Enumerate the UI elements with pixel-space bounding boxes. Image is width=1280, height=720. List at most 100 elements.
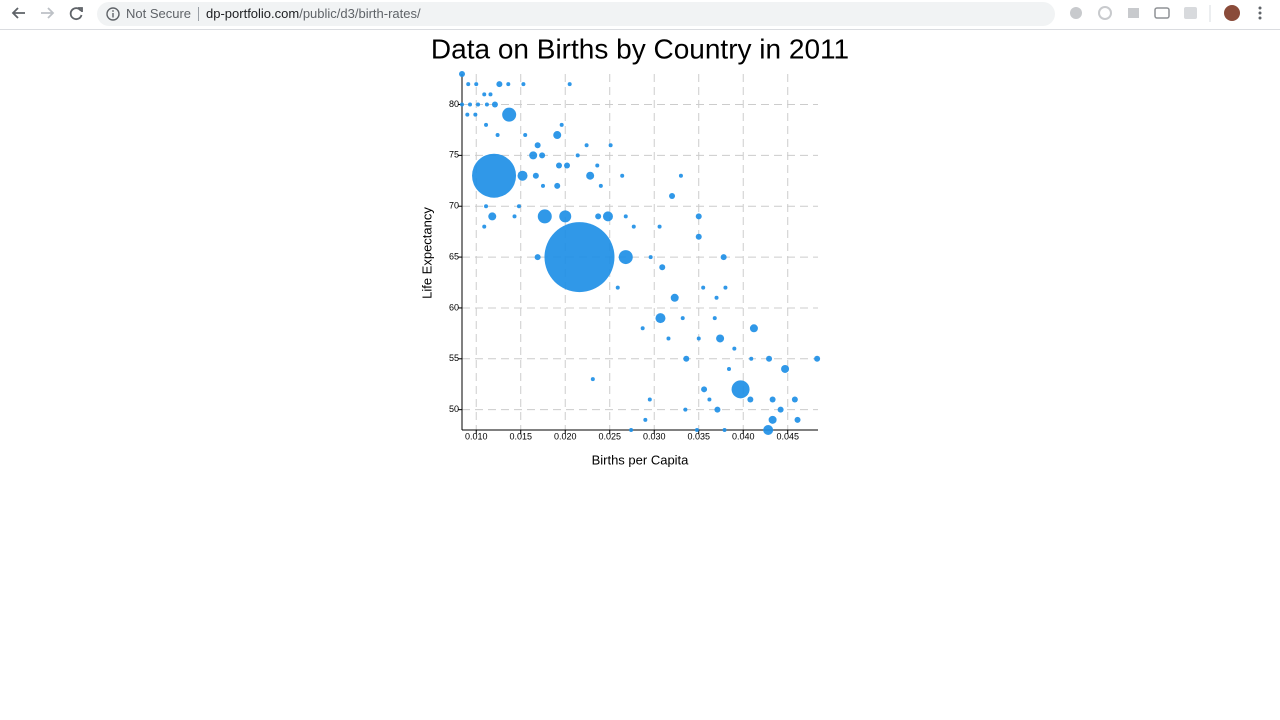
extension-icon[interactable]	[1154, 7, 1170, 19]
security-label: Not Secure	[126, 6, 192, 21]
x-tick-label: 0.045	[776, 431, 799, 441]
reload-button[interactable]	[69, 7, 83, 21]
extension-icon[interactable]	[1184, 7, 1197, 19]
data-point	[701, 386, 708, 393]
data-point	[556, 162, 563, 169]
data-point	[678, 173, 683, 178]
data-point	[747, 396, 754, 403]
data-point	[623, 214, 628, 219]
data-point	[794, 416, 801, 423]
data-point	[488, 92, 493, 97]
address-bar[interactable]: Not Secure dp-portfolio.com/public/d3/bi…	[97, 2, 1055, 26]
data-point	[506, 82, 511, 87]
profile-avatar[interactable]	[1224, 5, 1240, 21]
back-button[interactable]	[11, 7, 25, 19]
data-point	[465, 112, 470, 117]
data-point	[666, 336, 671, 341]
data-point	[781, 364, 790, 373]
data-point	[722, 428, 727, 432]
data-point	[540, 183, 545, 188]
data-point	[701, 285, 706, 290]
data-point	[496, 81, 503, 88]
data-point	[716, 334, 725, 343]
data-point	[696, 336, 701, 341]
data-point	[683, 355, 690, 362]
data-point	[482, 92, 487, 97]
data-point	[791, 396, 798, 403]
data-point	[749, 324, 758, 333]
data-point	[777, 406, 784, 413]
data-point	[529, 151, 538, 160]
data-point	[502, 107, 517, 122]
data-point	[655, 313, 666, 324]
data-point	[648, 255, 653, 260]
data-point	[472, 153, 517, 198]
y-tick-label: 50	[449, 404, 459, 414]
x-tick-label: 0.010	[465, 431, 488, 441]
data-point	[590, 377, 595, 382]
data-point	[532, 172, 539, 179]
data-point	[631, 224, 636, 229]
data-point	[460, 102, 464, 107]
y-tick-label: 75	[449, 150, 459, 160]
data-point	[534, 254, 541, 261]
data-point	[695, 213, 702, 220]
extension-icon[interactable]	[1070, 7, 1082, 19]
data-point	[647, 397, 652, 402]
data-point	[694, 428, 699, 432]
data-point	[595, 213, 602, 220]
data-point	[466, 82, 471, 87]
data-point	[769, 396, 776, 403]
y-tick-label: 60	[449, 302, 459, 312]
data-point	[491, 101, 498, 108]
data-point	[474, 82, 479, 87]
x-tick-label: 0.035	[687, 431, 710, 441]
toolbar-icons	[11, 5, 1262, 22]
data-point	[484, 204, 489, 209]
data-point	[537, 209, 552, 224]
data-point	[695, 233, 702, 240]
data-point	[553, 131, 562, 140]
url: dp-portfolio.com/public/d3/birth-rates/	[206, 2, 421, 26]
data-point	[749, 356, 754, 361]
data-point	[768, 415, 777, 424]
data-point	[731, 380, 750, 399]
data-point	[459, 71, 465, 77]
chart-title: Data on Births by Country in 2011	[431, 33, 849, 64]
data-point	[618, 250, 633, 265]
data-point	[564, 162, 571, 169]
menu-dot	[1258, 16, 1262, 20]
data-point	[516, 204, 521, 209]
forward-button[interactable]	[41, 7, 55, 19]
divider	[198, 7, 199, 21]
data-point	[476, 102, 481, 107]
data-point	[544, 222, 615, 293]
extension-icon[interactable]	[1098, 6, 1112, 20]
data-point	[763, 425, 774, 435]
data-point	[586, 171, 595, 180]
data-point	[814, 355, 821, 362]
browser-toolbar: Not Secure dp-portfolio.com/public/d3/bi…	[0, 0, 1280, 30]
data-point	[620, 173, 625, 178]
menu-dot[interactable]	[1258, 6, 1262, 10]
data-point	[723, 285, 728, 290]
x-tick-label: 0.025	[598, 431, 621, 441]
data-point	[643, 417, 648, 422]
data-point	[595, 163, 600, 168]
y-axis-label: Life Expectancy	[419, 207, 434, 299]
extension-icon[interactable]	[1128, 8, 1139, 18]
data-point	[521, 82, 526, 87]
data-point	[680, 316, 685, 321]
data-point	[683, 407, 688, 412]
data-point	[720, 254, 727, 261]
x-tick-label: 0.020	[554, 431, 577, 441]
chart: Data on Births by Country in 2011 Births…	[419, 33, 849, 467]
data-point	[608, 143, 613, 148]
data-point	[714, 406, 721, 413]
x-tick-label: 0.015	[509, 431, 532, 441]
data-point	[598, 183, 603, 188]
data-point	[484, 122, 489, 127]
x-tick-label: 0.030	[643, 431, 666, 441]
data-point	[659, 264, 666, 271]
